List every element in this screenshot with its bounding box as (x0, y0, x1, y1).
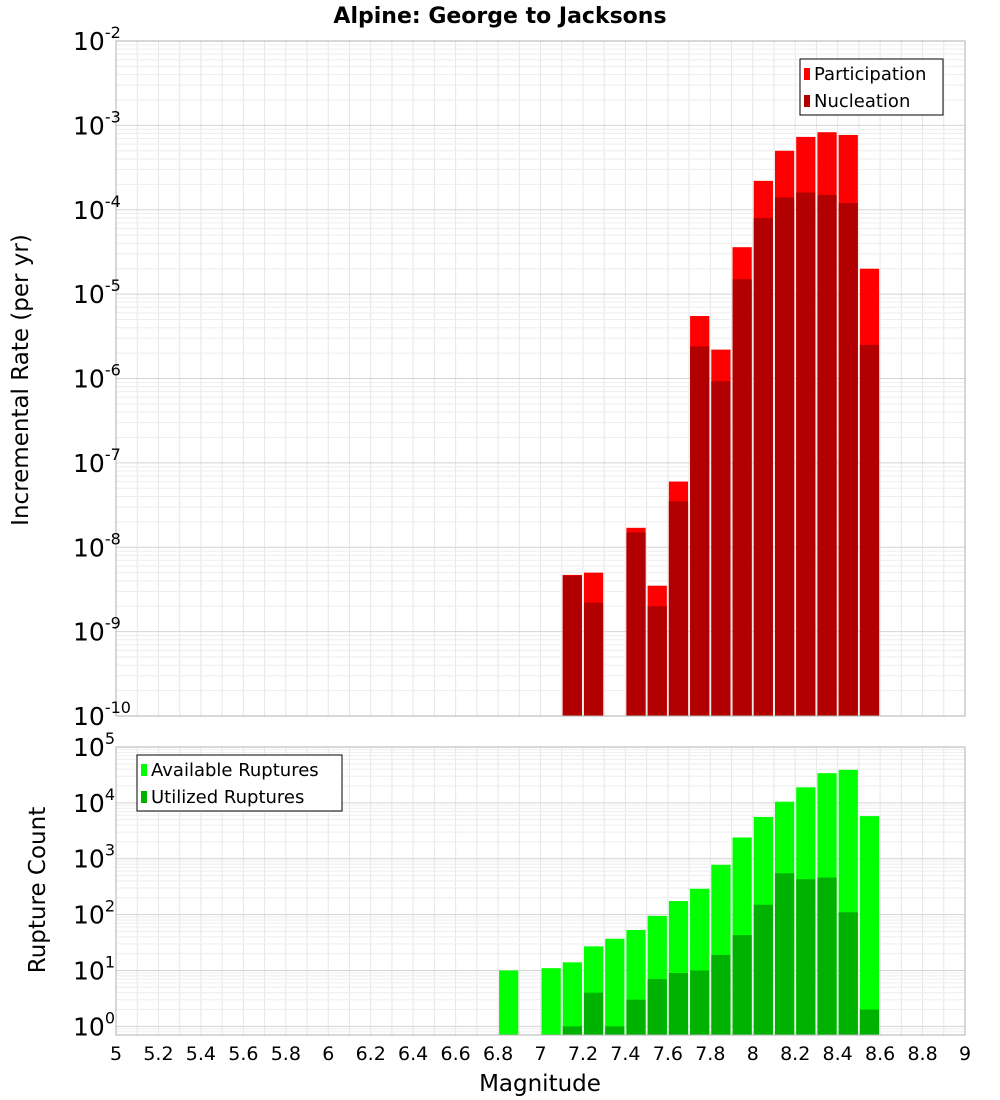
bar-utilized-ruptures (711, 954, 731, 1035)
legend-label: Available Ruptures (151, 760, 319, 781)
bar-available-ruptures (562, 962, 582, 1035)
bar-utilized-ruptures (668, 973, 689, 1035)
bar-utilized-ruptures (817, 877, 837, 1035)
legend-box (136, 754, 343, 812)
x-tick-label: 7.2 (568, 1043, 598, 1065)
bar-nucleation (817, 194, 837, 716)
y-tick-label: 10-6 (73, 361, 121, 394)
bar-utilized-ruptures (626, 999, 646, 1035)
y-tick-label: 100 (73, 1008, 115, 1041)
bar-nucleation (711, 381, 731, 716)
bar-utilized-ruptures (583, 992, 604, 1035)
y-tick-label: 10-8 (73, 529, 121, 562)
series-nucleation (562, 192, 880, 717)
x-tick-label: 8.4 (823, 1043, 853, 1065)
bar-utilized-ruptures (838, 912, 858, 1035)
y-tick-label: 102 (73, 897, 115, 930)
x-tick-label: 8.6 (865, 1043, 895, 1065)
x-tick-label: 7.4 (610, 1043, 640, 1065)
x-axis-label: Magnitude (479, 1071, 601, 1097)
legend-swatch (141, 791, 147, 803)
x-tick-label: 6.4 (398, 1043, 428, 1065)
bar-utilized-ruptures (562, 1026, 582, 1035)
series-utilized-ruptures (562, 873, 880, 1035)
x-tick-label: 5 (110, 1043, 122, 1065)
bar-nucleation (690, 346, 710, 716)
y-axis-label-count: Rupture Count (25, 807, 51, 973)
y-tick-label: 105 (73, 729, 115, 762)
x-tick-label: 9 (959, 1043, 971, 1065)
rate-plot-panel: 10-10 10-9 10-8 10-7 10-6 10-5 10-4 10-3 10-2 Par… (73, 23, 966, 731)
bar-available-ruptures (859, 816, 880, 1035)
y-tick-label: 101 (73, 952, 115, 985)
y-tick-label: 10-3 (73, 107, 121, 140)
plot-frame (115, 40, 966, 717)
bar-nucleation (562, 575, 582, 716)
bar-utilized-ruptures (796, 879, 816, 1035)
legend: Participation Nucleation (799, 58, 944, 116)
bar-utilized-ruptures (732, 935, 752, 1035)
x-tick-label: 6.2 (356, 1043, 386, 1065)
x-tick-label: 8.2 (780, 1043, 810, 1065)
bar-nucleation (774, 197, 795, 717)
bar-available-ruptures (541, 968, 561, 1035)
bar-utilized-ruptures (690, 970, 710, 1035)
x-tick-label: 5.4 (186, 1043, 216, 1065)
x-tick-label: 8.8 (907, 1043, 937, 1065)
rupture-count-plot-panel: 100 101 102 103 104 105 5 5.2 5.4 5.6 5.8 6 6.2 6.4 6.… (73, 729, 971, 1065)
y-axis-label-rate: Incremental Rate (per yr) (8, 234, 34, 526)
bar-nucleation (859, 344, 880, 716)
x-tick-label: 5.6 (228, 1043, 258, 1065)
bar-utilized-ruptures (605, 1026, 625, 1035)
legend: Available Ruptures Utilized Ruptures (136, 754, 343, 812)
y-tick-label: 10-2 (73, 23, 121, 56)
legend-label: Participation (814, 64, 926, 85)
x-tick-label: 5.2 (143, 1043, 173, 1065)
bar-nucleation (732, 279, 752, 716)
bar-available-ruptures (499, 970, 519, 1035)
bar-nucleation (668, 501, 689, 716)
x-tick-label: 7.6 (653, 1043, 683, 1065)
bar-nucleation (626, 532, 646, 716)
legend-label: Nucleation (814, 91, 910, 112)
legend-box (799, 58, 944, 116)
y-tick-label: 103 (73, 841, 115, 874)
x-tick-label: 7.8 (695, 1043, 725, 1065)
legend-swatch (804, 95, 810, 107)
grid-lines (115, 40, 966, 717)
bar-nucleation (753, 217, 773, 716)
legend-swatch (804, 68, 810, 80)
bar-nucleation (583, 602, 604, 716)
bar-utilized-ruptures (753, 904, 773, 1035)
y-tick-label: 104 (73, 785, 115, 818)
chart-title: Alpine: George to Jacksons (333, 4, 666, 29)
x-tick-label: 5.8 (271, 1043, 301, 1065)
plot-frame (115, 746, 966, 1036)
x-tick-label: 6 (322, 1043, 334, 1065)
bar-utilized-ruptures (859, 1009, 880, 1035)
x-tick-label: 8 (747, 1043, 759, 1065)
bar-utilized-ruptures (647, 979, 667, 1035)
bar-utilized-ruptures (774, 873, 795, 1035)
y-tick-label: 10-10 (73, 698, 131, 731)
y-tick-label: 10-7 (73, 445, 121, 478)
y-tick-label: 10-4 (73, 192, 121, 225)
y-tick-label: 10-9 (73, 614, 121, 647)
bar-available-ruptures (605, 938, 625, 1035)
bar-nucleation (796, 192, 816, 717)
y-tick-label: 10-5 (73, 276, 121, 309)
legend-label: Utilized Ruptures (151, 787, 304, 808)
bar-nucleation (647, 606, 667, 716)
x-tick-label: 6.6 (440, 1043, 470, 1065)
x-tick-label: 6.8 (483, 1043, 513, 1065)
legend-swatch (141, 764, 147, 776)
bar-nucleation (838, 203, 858, 716)
x-tick-label: 7 (534, 1043, 546, 1065)
